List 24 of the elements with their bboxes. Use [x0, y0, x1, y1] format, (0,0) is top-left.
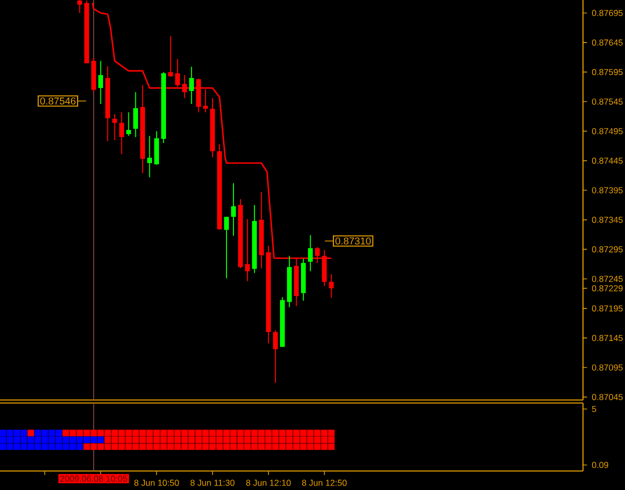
y-tick-label: 0.87245	[592, 276, 623, 282]
x-tick-label: 8 Jun 12:50	[302, 480, 347, 486]
y-tick-label: 0.87445	[592, 158, 623, 164]
y-tick-label: 0.09	[592, 462, 608, 468]
y-tick-label: 0.87229	[592, 285, 623, 292]
x-tick-label: 8 Jun 10:50	[134, 480, 179, 486]
x-tick-label: 8 Jun 11:30	[190, 480, 234, 486]
y-tick-label: 0.87345	[592, 216, 623, 223]
y-tick-label: 0.87695	[592, 10, 623, 16]
y-tick-label: 0.87495	[592, 128, 623, 134]
y-tick-label: 0.87095	[592, 364, 623, 371]
y-tick-label: 0.87595	[592, 69, 623, 76]
y-tick-label: 0.87545	[592, 98, 623, 105]
x-tick-label: 8 Jun 12:10	[246, 480, 291, 486]
y-tick-label: 0.87295	[592, 246, 623, 252]
y-tick-label: 0.87145	[592, 334, 623, 342]
y-tick-label: 5	[592, 406, 596, 412]
ref-line-label: 2009.06.08 10:05	[60, 476, 128, 482]
annotation: 0.87310	[335, 237, 371, 245]
y-tick-label: 0.87395	[592, 187, 623, 194]
annotation: 0.87546	[40, 97, 76, 105]
y-tick-label: 0.87045	[592, 394, 623, 400]
y-tick-label: 0.87195	[592, 305, 623, 312]
y-tick-label: 0.87645	[592, 39, 623, 46]
